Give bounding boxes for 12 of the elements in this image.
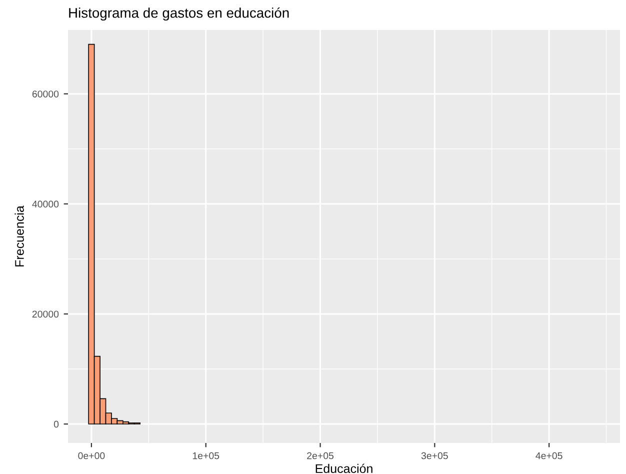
y-axis-title: Frecuencia (14, 206, 24, 266)
x-tick-label: 4e+05 (536, 452, 562, 460)
y-tick-label: 0 (54, 420, 59, 428)
y-tick-label: 60000 (32, 90, 59, 98)
y-tick-label: 20000 (32, 310, 59, 318)
x-tick-label: 1e+05 (192, 452, 220, 460)
x-tick-label: 0e+00 (78, 452, 105, 460)
y-tick-label: 40000 (32, 200, 59, 208)
chart-title: Histograma de gastos en educación (69, 7, 289, 21)
x-tick-label: 3e+05 (421, 452, 448, 460)
x-axis-title: Educación (316, 464, 372, 474)
x-tick-label: 2e+05 (307, 452, 334, 460)
